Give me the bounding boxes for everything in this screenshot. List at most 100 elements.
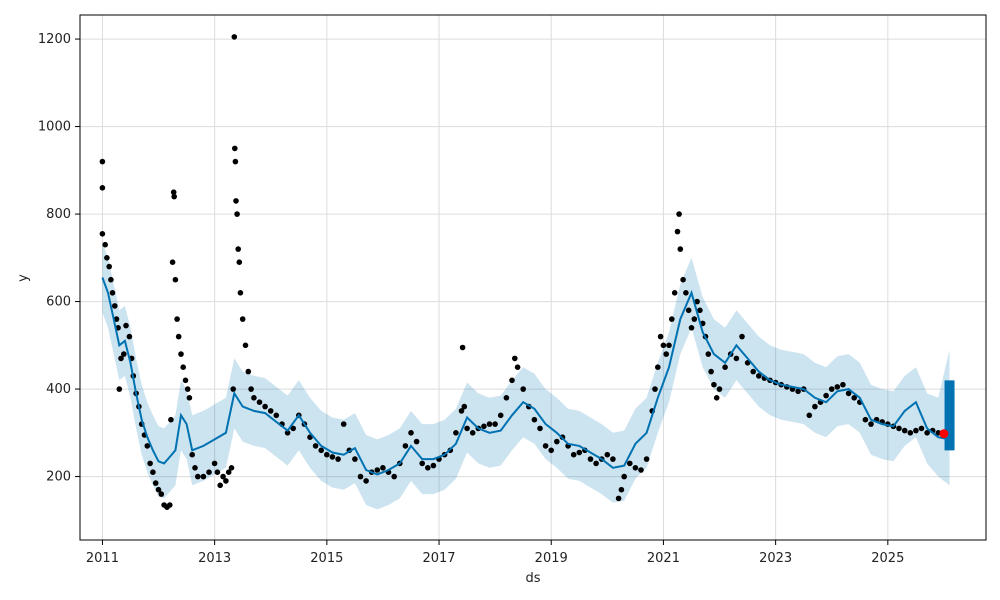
observed-point — [548, 447, 554, 454]
observed-point — [329, 454, 336, 460]
observed-point — [425, 465, 431, 471]
observed-point — [683, 290, 689, 296]
observed-point — [691, 316, 698, 322]
observed-point — [236, 259, 243, 266]
observed-point — [674, 228, 681, 235]
observed-point — [273, 412, 280, 419]
observed-points-layer — [99, 34, 947, 511]
observed-point — [363, 478, 369, 484]
observed-point — [211, 460, 218, 467]
y-tick-label: 600 — [46, 295, 71, 310]
observed-point — [694, 298, 700, 305]
x-tick-label: 2019 — [535, 551, 568, 566]
observed-point — [118, 355, 124, 362]
observed-point — [380, 465, 386, 471]
observed-point — [158, 491, 165, 497]
observed-point — [99, 185, 106, 191]
observed-point — [169, 259, 176, 266]
observed-point — [845, 390, 852, 397]
x-axis-ticks: 2011 2013 2015 2017 2019 2021 2023 2025 — [86, 540, 904, 566]
observed-point — [195, 473, 201, 480]
observed-point — [113, 316, 120, 322]
observed-point — [256, 399, 263, 406]
observed-point — [918, 425, 925, 432]
observed-point — [408, 430, 414, 436]
highlight-point — [939, 429, 949, 439]
uncertainty-band — [102, 242, 950, 510]
observed-point — [520, 386, 526, 392]
observed-point — [666, 342, 672, 349]
observed-point — [170, 189, 177, 195]
observed-point — [391, 473, 398, 480]
observed-point — [652, 386, 658, 392]
observed-point — [312, 443, 319, 449]
observed-point — [318, 447, 325, 454]
observed-point — [711, 381, 717, 388]
observed-point — [660, 342, 667, 349]
y-tick-label: 200 — [46, 470, 71, 485]
observed-point — [657, 333, 664, 340]
observed-point — [232, 158, 239, 165]
observed-point — [587, 456, 594, 462]
observed-point — [152, 480, 159, 486]
observed-point — [220, 473, 226, 480]
observed-point — [108, 276, 114, 283]
observed-point — [200, 473, 207, 480]
observed-point — [180, 364, 186, 371]
observed-point — [324, 451, 330, 458]
observed-point — [192, 465, 198, 471]
observed-point — [262, 403, 268, 410]
observed-point — [242, 342, 249, 349]
observed-point — [610, 456, 616, 462]
observed-point — [464, 425, 470, 432]
observed-point — [643, 456, 650, 462]
observed-point — [182, 377, 189, 384]
observed-point — [806, 412, 813, 419]
observed-point — [150, 469, 156, 476]
observed-point — [604, 451, 611, 458]
observed-point — [615, 495, 622, 502]
observed-point — [676, 211, 682, 217]
observed-point — [531, 416, 538, 423]
observed-point — [223, 478, 229, 484]
observed-point — [708, 368, 714, 375]
observed-point — [722, 364, 728, 371]
observed-point — [186, 395, 193, 401]
observed-point — [509, 377, 515, 384]
observed-point — [851, 395, 857, 401]
observed-point — [402, 443, 409, 449]
observed-point — [168, 416, 174, 423]
observed-point — [486, 421, 493, 427]
highlight-layer — [939, 429, 949, 439]
observed-point — [671, 290, 678, 296]
observed-point — [248, 386, 254, 392]
observed-point — [171, 193, 177, 200]
observed-point — [106, 263, 112, 270]
observed-point — [430, 462, 437, 469]
observed-point — [677, 246, 684, 252]
observed-point — [374, 467, 381, 473]
observed-point — [627, 460, 633, 467]
observed-point — [795, 388, 801, 395]
observed-point — [230, 386, 236, 392]
y-tick-label: 1000 — [38, 120, 71, 135]
observed-point — [284, 430, 291, 436]
observed-point — [245, 368, 252, 375]
observed-point — [907, 430, 914, 436]
grid-layer — [80, 15, 986, 540]
observed-point — [144, 443, 151, 449]
observed-point — [214, 469, 221, 476]
observed-point — [621, 473, 627, 480]
observed-point — [175, 333, 182, 340]
observed-point — [251, 395, 257, 401]
observed-point — [739, 333, 745, 340]
observed-point — [862, 416, 869, 423]
observed-point — [104, 254, 110, 261]
observed-point — [705, 351, 712, 357]
observed-point — [112, 303, 118, 309]
observed-point — [655, 364, 661, 371]
observed-point — [823, 392, 829, 399]
observed-point — [924, 430, 930, 436]
observed-point — [469, 430, 476, 436]
observed-point — [685, 307, 692, 314]
